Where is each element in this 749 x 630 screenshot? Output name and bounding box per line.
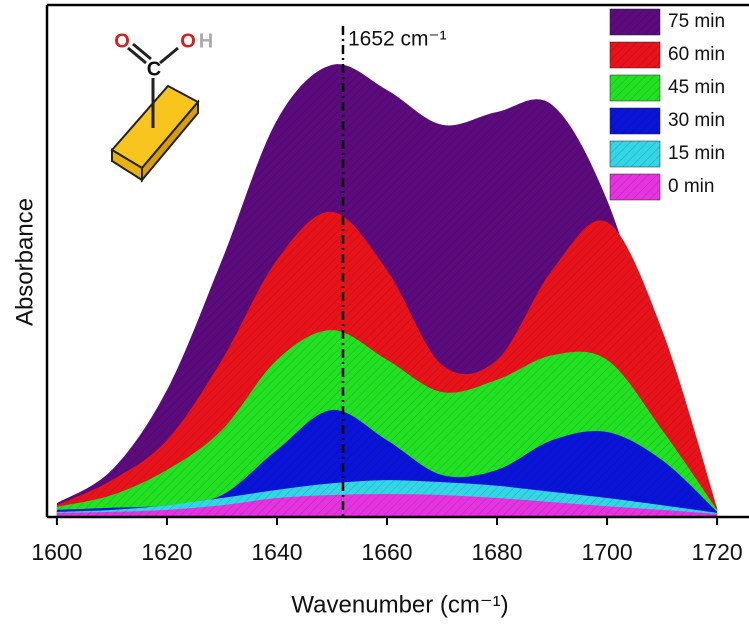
legend-label: 75 min <box>668 11 725 32</box>
legend-label: 15 min <box>668 143 725 164</box>
legend: 75 min 60 min 45 min 30 min 15 min 0 min <box>609 8 725 201</box>
legend-label: 30 min <box>668 110 725 131</box>
x-tick-label: 1640 <box>251 539 302 565</box>
bond <box>127 46 147 65</box>
area <box>56 493 718 517</box>
atom-label: O <box>180 30 196 52</box>
atom-label: C <box>147 58 161 80</box>
plot-area <box>56 64 718 517</box>
x-tick-label: 1680 <box>471 539 522 565</box>
legend-label: 45 min <box>668 77 725 98</box>
area <box>56 409 718 517</box>
atom-label: O <box>114 30 130 52</box>
atom-label: H <box>199 30 213 52</box>
surface-block-front <box>111 148 143 182</box>
x-tick-label: 1720 <box>692 539 743 565</box>
legend-swatch <box>609 140 661 168</box>
legend-label: 60 min <box>668 44 725 65</box>
x-axis-label: Wavenumber (cm⁻¹) <box>291 591 508 618</box>
x-tick-label: 1700 <box>581 539 632 565</box>
legend-swatch <box>609 74 661 102</box>
x-tick-label: 1620 <box>141 539 192 565</box>
y-axis-label: Absorbance <box>11 198 38 326</box>
legend-label: 0 min <box>668 176 714 197</box>
legend-swatch <box>609 107 661 135</box>
x-tick-label: 1600 <box>31 539 82 565</box>
bond <box>159 46 179 65</box>
inset-molecule: O C O H <box>110 30 213 183</box>
legend-swatch <box>609 41 661 69</box>
x-tick-label: 1660 <box>361 539 412 565</box>
legend-swatch <box>609 8 661 36</box>
annotation-label: 1652 cm⁻¹ <box>348 28 447 51</box>
legend-swatch <box>609 173 661 201</box>
bond <box>132 42 152 61</box>
